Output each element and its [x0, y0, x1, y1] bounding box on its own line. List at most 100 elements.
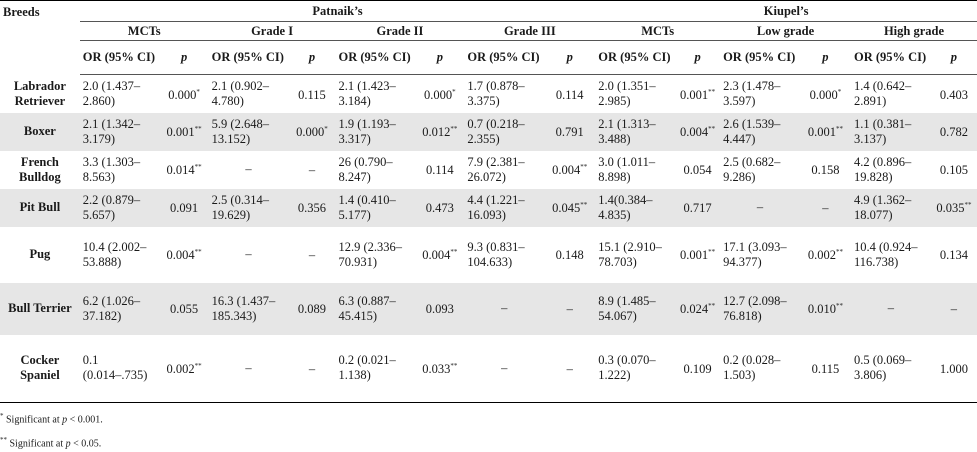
p-value-cell: 0.033** [415, 334, 465, 403]
p-header: p [415, 40, 465, 75]
kiupel-header: Kiupel’s [595, 0, 977, 22]
odds-ratio-cell: 1.4 (0.642–2.891) [853, 78, 912, 108]
odds-ratio-cell: 1.7 (0.878–3.375) [467, 78, 525, 108]
p-value: 0.114 [425, 163, 454, 178]
header-row-columns: OR (95% CI) p OR (95% CI) p OR (95% CI) p O… [0, 40, 977, 75]
odds-ratio-cell: 2.5 (0.314–19.629) [208, 188, 289, 227]
table-row: French Bulldog 3.3 (1.303–8.563) 0.014** – –… [0, 151, 977, 189]
significance-mark: ** [450, 362, 458, 371]
footnote-1: * Significant at p < 0.001. [0, 412, 103, 426]
odds-ratio-cell: – [464, 334, 545, 403]
table-row: Labrador Retriever 2.0 (1.437–2.860) 0.000… [0, 75, 977, 113]
odds-ratio-cell: 17.1 (3.093–94.377) [723, 239, 787, 269]
odds-ratio-cell: 12.7 (2.098–76.818) [720, 282, 800, 335]
significance-mark: ** [708, 87, 716, 96]
table-row: Boxer 2.1 (1.342–3.179) 0.001** 5.9 (2.648–… [0, 112, 977, 151]
p-value: 0.004 [422, 248, 451, 263]
p-value-cell: 0.001** [159, 112, 209, 151]
p-value: 0.403 [939, 87, 968, 102]
significance-mark: ** [964, 201, 972, 210]
p-value: 0.004 [680, 125, 709, 140]
table-row: Cocker Spaniel 0.1 (0.014–.735) 0.002** – –0… [0, 334, 977, 403]
or-header: OR (95% CI) [850, 40, 931, 75]
p-value-cell: 0.473 [415, 188, 465, 227]
breed-label: Pit Bull [0, 188, 80, 227]
odds-ratio-cell: 0.7 (0.218–2.355) [464, 112, 545, 151]
group-header: MCTs [595, 21, 721, 41]
p-value: 0.109 [683, 362, 712, 377]
group-header: Grade III [464, 21, 596, 41]
p-value-cell: 0.791 [544, 112, 596, 151]
odds-ratio-cell: 26 (0.790–8.247) [338, 154, 393, 184]
p-header: p [799, 40, 851, 75]
p-value-cell: 0.004** [544, 151, 595, 189]
significance-mark: * [196, 87, 200, 96]
odds-ratio-cell: 0.2 (0.021–1.138) [335, 334, 416, 403]
table-row: Pit Bull 2.2 (0.879–5.657) 0.091 2.5 (0.314… [0, 188, 977, 227]
table-row: Bull Terrier 6.2 (1.026–37.182) 0.055 16.3 … [0, 282, 977, 335]
p-value: – [308, 163, 316, 178]
p-value: 0.033 [422, 362, 451, 377]
p-value-cell: 0.000* [415, 75, 464, 113]
p-value: 0.115 [298, 87, 326, 102]
p-value-cell: 0.105 [931, 151, 977, 189]
p-value-cell: 0.014** [160, 151, 209, 189]
or-header: OR (95% CI) [208, 40, 289, 75]
p-value-cell: 0.403 [931, 75, 977, 113]
p-value-cell: 0.356 [288, 188, 336, 227]
p-header: p [159, 40, 209, 75]
breed-label: Pug [29, 247, 51, 261]
p-value: 0.782 [939, 125, 968, 140]
odds-ratio-cell: 0.2 (0.028–1.503) [720, 334, 800, 403]
p-value-cell: 0.109 [675, 334, 721, 403]
significance-mark: ** [194, 125, 202, 134]
significance-mark: ** [835, 248, 843, 257]
or-header: OR (95% CI) [595, 40, 676, 75]
p-value: 0.054 [683, 163, 712, 178]
breed-label: Boxer [0, 112, 80, 151]
p-value-cell: 0.004** [675, 112, 721, 151]
odds-ratio-cell: 2.1 (0.902–4.780) [211, 78, 269, 108]
p-value-cell: – [288, 334, 336, 403]
p-value: 0.114 [555, 87, 584, 102]
p-value: 0.105 [939, 163, 968, 178]
p-value: 0.014 [166, 163, 195, 178]
odds-ratio-cell: 2.6 (1.539–4.447) [720, 112, 800, 151]
p-value-cell: 0.115 [288, 75, 335, 113]
significance-mark: ** [194, 163, 202, 172]
odds-ratio-cell: – [208, 334, 289, 403]
p-header: p [675, 40, 721, 75]
header-row-schemes: Breeds Patnaik’s Kiupel’s [0, 0, 977, 75]
odds-ratio-cell: – [720, 188, 800, 227]
or-header: OR (95% CI) [720, 40, 800, 75]
odds-ratio-cell: 2.1 (1.342–3.179) [79, 112, 160, 151]
p-value: 1.000 [939, 362, 968, 377]
p-value: 0.148 [555, 248, 584, 263]
odds-ratio-cell: 1.4 (0.410–5.177) [335, 188, 416, 227]
p-value: 0.035 [936, 201, 965, 216]
p-value-cell: 0.055 [159, 282, 209, 335]
odds-ratio-cell: 4.2 (0.896–19.828) [853, 154, 912, 184]
p-value: 0.717 [683, 201, 712, 216]
odds-ratio-cell: 2.0 (1.437–2.860) [82, 78, 141, 108]
or-header: OR (95% CI) [464, 40, 545, 75]
p-value-cell: 0.089 [288, 282, 336, 335]
odds-ratio-cell: 1.4(0.384–4.835) [595, 188, 676, 227]
p-value: 0.791 [555, 125, 584, 140]
table-row: Pug 10.4 (2.002–53.888) 0.004** – –12.9 (2.3… [0, 227, 977, 283]
odds-ratio-cell: 16.3 (1.437–185.343) [208, 282, 289, 335]
p-value-cell: 0.114 [544, 75, 595, 113]
p-value-cell: 0.001** [675, 227, 720, 283]
breed-odds-table: Breeds Patnaik’s Kiupel’s MCTs Grade I G… [0, 0, 977, 403]
p-header: p [930, 40, 977, 75]
group-header: Grade II [335, 21, 465, 41]
p-value: 0.089 [297, 302, 327, 317]
p-value: 0.093 [425, 302, 454, 317]
p-value: 0.000 [168, 87, 197, 102]
footnotes: * Significant at p < 0.001. ** Significa… [0, 409, 977, 452]
group-header: MCTs [79, 21, 209, 41]
p-value: 0.001 [166, 125, 195, 140]
p-value-cell: 0.134 [931, 227, 977, 283]
p-value: 0.010 [807, 302, 836, 317]
table-body: Labrador Retriever 2.0 (1.437–2.860) 0.000… [0, 75, 977, 403]
